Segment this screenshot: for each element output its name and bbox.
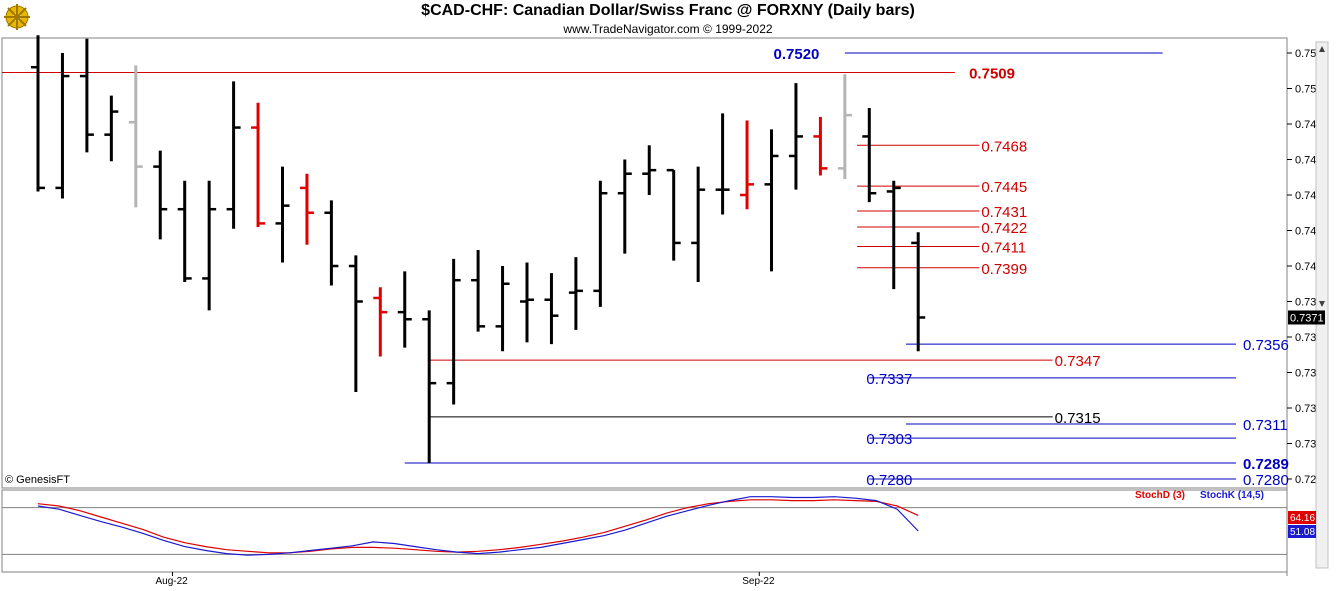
ohlc-bar xyxy=(177,180,192,282)
ohlc-bar xyxy=(275,166,290,263)
ohlc-bar xyxy=(324,200,339,286)
level-label: 0.7347 xyxy=(1055,353,1101,370)
scroll-up-arrow-icon xyxy=(1319,46,1325,52)
level-label: 0.7280 xyxy=(1243,472,1289,489)
ohlc-bar xyxy=(153,150,168,240)
ohlc-bar xyxy=(104,95,119,162)
ohlc-bar xyxy=(471,250,486,332)
level-label: 0.7431 xyxy=(981,204,1027,221)
level-label: 0.7337 xyxy=(866,371,912,388)
legend-stochk: StochK (14,5) xyxy=(1200,490,1264,501)
y-tick-label: 0.7360 xyxy=(1295,332,1329,344)
ohlc-bar xyxy=(128,65,143,208)
y-tick-label: 0.7300 xyxy=(1295,439,1329,451)
ohlc-bar xyxy=(666,168,681,261)
last-price-badge xyxy=(1288,310,1325,325)
ohlc-bar xyxy=(520,262,534,343)
chart-subtitle: www.TradeNavigator.com © 1999-2022 xyxy=(563,22,773,36)
y-tick-label: 0.7460 xyxy=(1295,155,1329,167)
ohlc-bars xyxy=(31,35,926,464)
ohlc-bar xyxy=(55,53,70,199)
ohlc-bar xyxy=(862,108,877,203)
ohlc-bar xyxy=(79,38,94,153)
stochastic-panel-border xyxy=(1,489,1288,573)
last-price-label: 0.7371 xyxy=(1290,312,1324,324)
ohlc-bar xyxy=(544,273,559,345)
level-label: 0.7315 xyxy=(1055,410,1101,427)
ohlc-bar xyxy=(31,35,45,192)
y-tick-label: 0.7440 xyxy=(1295,190,1329,202)
ohlc-bar xyxy=(642,145,657,195)
ohlc-bar xyxy=(691,166,706,282)
price-axis: 0.7520 0.7500 0.7480 0.7460 0.7440 0.7420 0.74… xyxy=(1287,41,1329,569)
main-panel-border xyxy=(1,37,1288,489)
level-label: 0.7289 xyxy=(1243,456,1289,473)
ohlc-bar xyxy=(299,173,314,245)
stoch-series-line xyxy=(37,499,919,554)
price-scrollbar xyxy=(1315,41,1329,569)
stochk-value-badge xyxy=(1288,525,1316,538)
y-tick-label: 0.7280 xyxy=(1295,474,1329,486)
y-tick-label: 0.7340 xyxy=(1295,368,1329,380)
ohlc-bar xyxy=(764,129,779,272)
ohlc-bar xyxy=(740,120,755,210)
level-label: 0.7445 xyxy=(981,179,1027,196)
ohlc-bar xyxy=(593,180,608,307)
chart-title: $CAD-CHF: Canadian Dollar/Swiss Franc @ … xyxy=(421,2,915,19)
y-tick-label: 0.7400 xyxy=(1295,261,1329,273)
x-tick-label: Sep-22 xyxy=(742,576,775,587)
ohlc-bar xyxy=(251,102,266,227)
ohlc-bar xyxy=(348,255,363,393)
level-label: 0.7520 xyxy=(774,46,820,63)
legend-stochd: StochD (3) xyxy=(1135,490,1185,501)
level-label: 0.7509 xyxy=(969,66,1015,83)
level-label: 0.7311 xyxy=(1243,417,1288,434)
ohlc-bar xyxy=(813,116,828,176)
ohlc-bar xyxy=(715,113,730,215)
ohlc-bar xyxy=(837,74,852,180)
y-tick-label: 0.7480 xyxy=(1295,119,1329,131)
ohlc-bar xyxy=(568,257,583,330)
y-tick-label: 0.7520 xyxy=(1295,48,1329,60)
stochk-value-badge-label: 51.08 xyxy=(1290,527,1315,538)
ohlc-bar xyxy=(446,258,461,405)
stochastic-panel: StochD (3) StochK (14,5) 64.16 51.08 xyxy=(2,490,1316,556)
stochd-value-badge-label: 64.16 xyxy=(1290,513,1315,524)
ohlc-bar xyxy=(422,310,437,464)
level-label: 0.7303 xyxy=(866,431,912,448)
y-tick-label: 0.7500 xyxy=(1295,84,1329,96)
level-label: 0.7399 xyxy=(981,261,1027,278)
date-axis: Aug-22 Sep-22 xyxy=(155,572,775,587)
ohlc-bar xyxy=(886,180,901,290)
y-tick-label: 0.7420 xyxy=(1295,226,1329,238)
copyright-label: © GenesisFT xyxy=(5,474,70,486)
main-panel-frame xyxy=(1,37,1288,576)
stoch-series-line xyxy=(37,496,919,556)
ohlc-bar xyxy=(788,83,803,190)
level-label: 0.7411 xyxy=(981,239,1026,256)
navigator-compass-icon xyxy=(4,4,30,30)
level-label: 0.7422 xyxy=(981,220,1027,237)
ohlc-bar xyxy=(226,81,241,229)
y-tick-label: 0.7380 xyxy=(1295,297,1329,309)
ohlc-bar xyxy=(202,180,217,311)
ohlc-bar xyxy=(373,287,388,357)
scroll-down-arrow-icon xyxy=(1319,301,1325,307)
x-tick-label: Aug-22 xyxy=(155,576,188,587)
level-label: 0.7468 xyxy=(981,138,1027,155)
ohlc-bar xyxy=(617,159,632,254)
ohlc-bar xyxy=(911,232,926,352)
stochd-value-badge xyxy=(1288,511,1316,524)
level-label: 0.7280 xyxy=(866,472,912,489)
ohlc-bar xyxy=(397,271,412,348)
y-tick-label: 0.7320 xyxy=(1295,403,1329,415)
level-label: 0.7356 xyxy=(1243,337,1289,354)
ohlc-bar xyxy=(495,266,510,352)
